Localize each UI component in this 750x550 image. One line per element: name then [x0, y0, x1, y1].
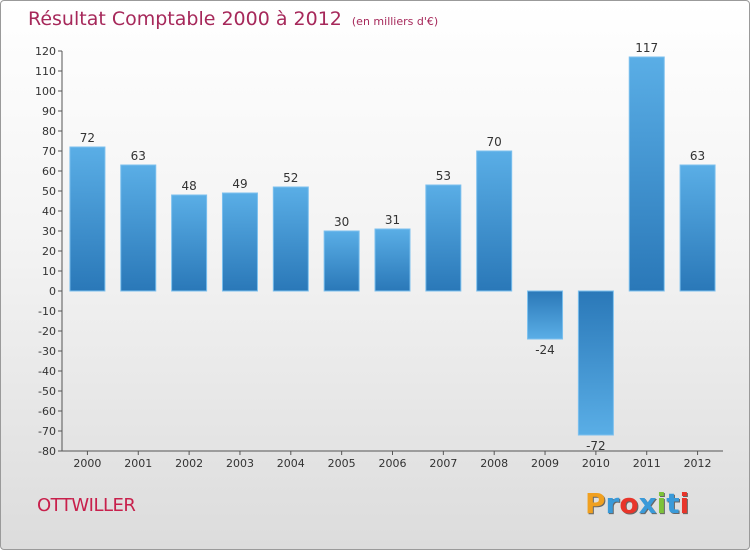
y-tick-label: 10 — [42, 265, 56, 278]
commune-name: OTTWILLER — [37, 495, 136, 516]
chart-title-main: Résultat Comptable 2000 à 2012 — [28, 8, 342, 30]
y-tick-label: -70 — [38, 425, 56, 438]
x-tick-label: 2003 — [226, 457, 254, 470]
data-label: 52 — [283, 171, 298, 185]
data-label: 72 — [80, 131, 95, 145]
bar-2011 — [628, 56, 665, 292]
data-label: 48 — [181, 179, 196, 193]
bar-2008 — [476, 150, 513, 292]
y-tick-label: -40 — [38, 365, 56, 378]
bar-2000 — [69, 146, 106, 292]
x-tick-label: 2001 — [124, 457, 152, 470]
y-tick-label: 0 — [49, 285, 56, 298]
y-tick-label: -50 — [38, 385, 56, 398]
data-label: 31 — [385, 213, 400, 227]
y-tick-label: 90 — [42, 105, 56, 118]
proxiti-logo: Proxiti — [585, 487, 689, 520]
data-label: -24 — [535, 343, 555, 357]
y-tick-label: -10 — [38, 305, 56, 318]
x-tick-label: 2008 — [480, 457, 508, 470]
bar-2004 — [272, 186, 309, 292]
y-tick-label: 20 — [42, 245, 56, 258]
x-tick-label: 2012 — [684, 457, 712, 470]
logo-letter: i — [656, 487, 667, 520]
data-label: 63 — [131, 149, 146, 163]
bar-2007 — [425, 184, 462, 292]
data-label: 117 — [635, 41, 658, 55]
y-tick-label: 110 — [35, 65, 56, 78]
y-tick-label: -30 — [38, 345, 56, 358]
y-tick-label: 120 — [35, 45, 56, 58]
data-label: 70 — [487, 135, 502, 149]
data-label: -72 — [586, 439, 606, 453]
chart-title: Résultat Comptable 2000 à 2012 (en millie… — [28, 8, 438, 30]
x-tick-label: 2009 — [531, 457, 559, 470]
logo-letter: x — [638, 487, 657, 520]
data-label: 49 — [232, 177, 247, 191]
bar-2002 — [171, 194, 208, 292]
logo-letter: o — [619, 487, 639, 520]
bar-2001 — [120, 164, 157, 292]
bar-2006 — [374, 228, 411, 292]
bar-2010 — [577, 290, 614, 436]
logo-letter: i — [679, 487, 690, 520]
y-tick-label: 60 — [42, 165, 56, 178]
x-tick-label: 2007 — [429, 457, 457, 470]
bar-2012 — [679, 164, 716, 292]
bar-2009 — [527, 290, 564, 340]
x-tick-label: 2004 — [277, 457, 305, 470]
x-tick-label: 2000 — [73, 457, 101, 470]
y-tick-label: 100 — [35, 85, 56, 98]
x-tick-label: 2005 — [328, 457, 356, 470]
data-label: 30 — [334, 215, 349, 229]
y-tick-label: -60 — [38, 405, 56, 418]
x-tick-label: 2011 — [633, 457, 661, 470]
bar-2003 — [221, 192, 258, 292]
logo-letter: t — [666, 487, 680, 520]
x-tick-label: 2002 — [175, 457, 203, 470]
y-tick-label: 80 — [42, 125, 56, 138]
bar-2005 — [323, 230, 360, 292]
y-tick-label: -20 — [38, 325, 56, 338]
x-tick-label: 2010 — [582, 457, 610, 470]
logo-letter: r — [605, 487, 620, 520]
logo-letter: P — [585, 487, 606, 520]
data-label: 63 — [690, 149, 705, 163]
y-tick-label: -80 — [38, 445, 56, 458]
chart-subtitle: (en milliers d'€) — [351, 15, 439, 28]
x-tick-label: 2006 — [379, 457, 407, 470]
data-label: 53 — [436, 169, 451, 183]
y-tick-label: 70 — [42, 145, 56, 158]
y-tick-label: 40 — [42, 205, 56, 218]
y-tick-label: 50 — [42, 185, 56, 198]
y-tick-label: 30 — [42, 225, 56, 238]
